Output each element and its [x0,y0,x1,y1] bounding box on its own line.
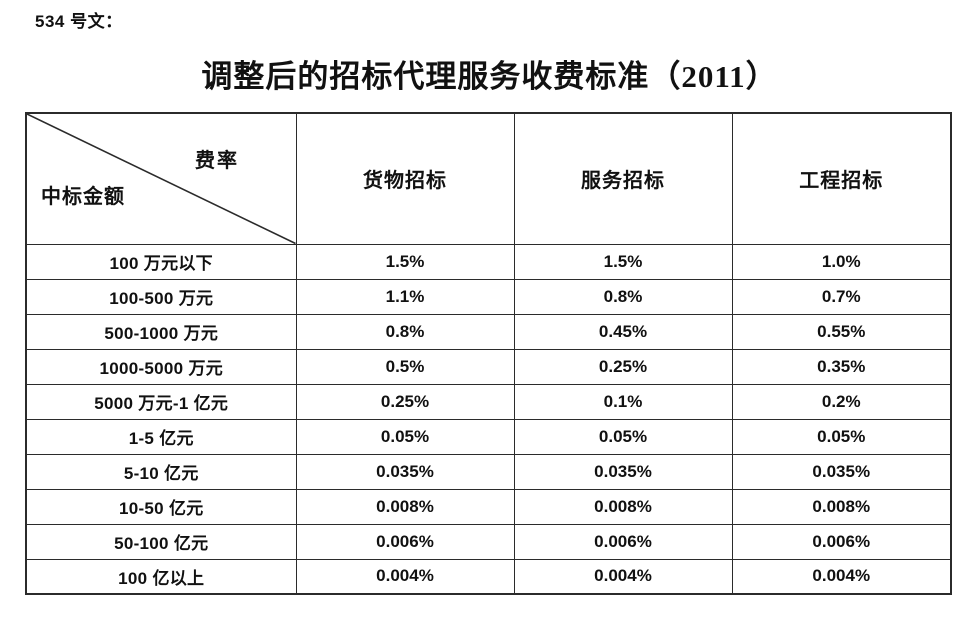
amount-range-label: 50-100 亿元 [25,523,297,560]
rate-cell: 0.008% [295,488,515,525]
rate-cell: 1.0% [731,243,952,280]
rate-cell: 0.7% [731,278,952,315]
table-header-row: 费率 中标金额 货物招标 服务招标 工程招标 [25,112,952,245]
amount-range-label: 5000 万元-1 亿元 [25,383,297,420]
rate-cell: 1.5% [295,243,515,280]
rate-cell: 0.006% [731,523,952,560]
document-reference-label: 534 号文： [35,12,123,31]
column-header-goods: 货物招标 [295,112,515,245]
rate-cell: 0.05% [295,418,515,455]
rate-cell: 0.45% [513,313,733,350]
amount-range-label: 100-500 万元 [25,278,297,315]
diagonal-divider-line [27,114,296,244]
table-row: 100 亿以上 0.004% 0.004% 0.004% [25,558,952,595]
column-header-engineering: 工程招标 [731,112,952,245]
rate-cell: 0.008% [731,488,952,525]
rate-cell: 0.8% [295,313,515,350]
table-row: 1-5 亿元 0.05% 0.05% 0.05% [25,418,952,455]
amount-range-label: 100 万元以下 [25,243,297,280]
rate-cell: 0.008% [513,488,733,525]
rate-cell: 0.006% [295,523,515,560]
amount-range-label: 1-5 亿元 [25,418,297,455]
table-row: 5000 万元-1 亿元 0.25% 0.1% 0.2% [25,383,952,420]
rate-cell: 0.05% [513,418,733,455]
table-row: 100 万元以下 1.5% 1.5% 1.0% [25,243,952,280]
rate-cell: 0.25% [295,383,515,420]
rate-cell: 0.35% [731,348,952,385]
corner-rate-label: 费率 [195,150,239,172]
rate-cell: 0.5% [295,348,515,385]
table-row: 100-500 万元 1.1% 0.8% 0.7% [25,278,952,315]
column-header-services: 服务招标 [513,112,733,245]
table-row: 10-50 亿元 0.008% 0.008% 0.008% [25,488,952,525]
rate-cell: 0.035% [295,453,515,490]
rate-cell: 0.035% [513,453,733,490]
page-title: 调整后的招标代理服务收费标准（2011） [201,59,778,94]
amount-range-label: 100 亿以上 [25,558,297,595]
rate-cell: 0.004% [295,558,515,595]
amount-range-label: 10-50 亿元 [25,488,297,525]
rate-cell: 0.05% [731,418,952,455]
rate-cell: 0.006% [513,523,733,560]
amount-range-label: 500-1000 万元 [25,313,297,350]
rate-cell: 0.1% [513,383,733,420]
rate-cell: 1.1% [295,278,515,315]
rate-cell: 0.2% [731,383,952,420]
table-row: 50-100 亿元 0.006% 0.006% 0.006% [25,523,952,560]
rate-cell: 1.5% [513,243,733,280]
rate-cell: 0.004% [513,558,733,595]
rate-cell: 0.8% [513,278,733,315]
rate-cell: 0.004% [731,558,952,595]
amount-range-label: 1000-5000 万元 [25,348,297,385]
diagonal-corner-cell: 费率 中标金额 [25,112,297,245]
rate-cell: 0.25% [513,348,733,385]
fee-standard-table: 费率 中标金额 货物招标 服务招标 工程招标 100 万元以下 1.5% 1.5… [25,112,952,595]
table-row: 500-1000 万元 0.8% 0.45% 0.55% [25,313,952,350]
rate-cell: 0.035% [731,453,952,490]
table-row: 1000-5000 万元 0.5% 0.25% 0.35% [25,348,952,385]
corner-amount-label: 中标金额 [41,186,125,208]
table-row: 5-10 亿元 0.035% 0.035% 0.035% [25,453,952,490]
rate-cell: 0.55% [731,313,952,350]
amount-range-label: 5-10 亿元 [25,453,297,490]
